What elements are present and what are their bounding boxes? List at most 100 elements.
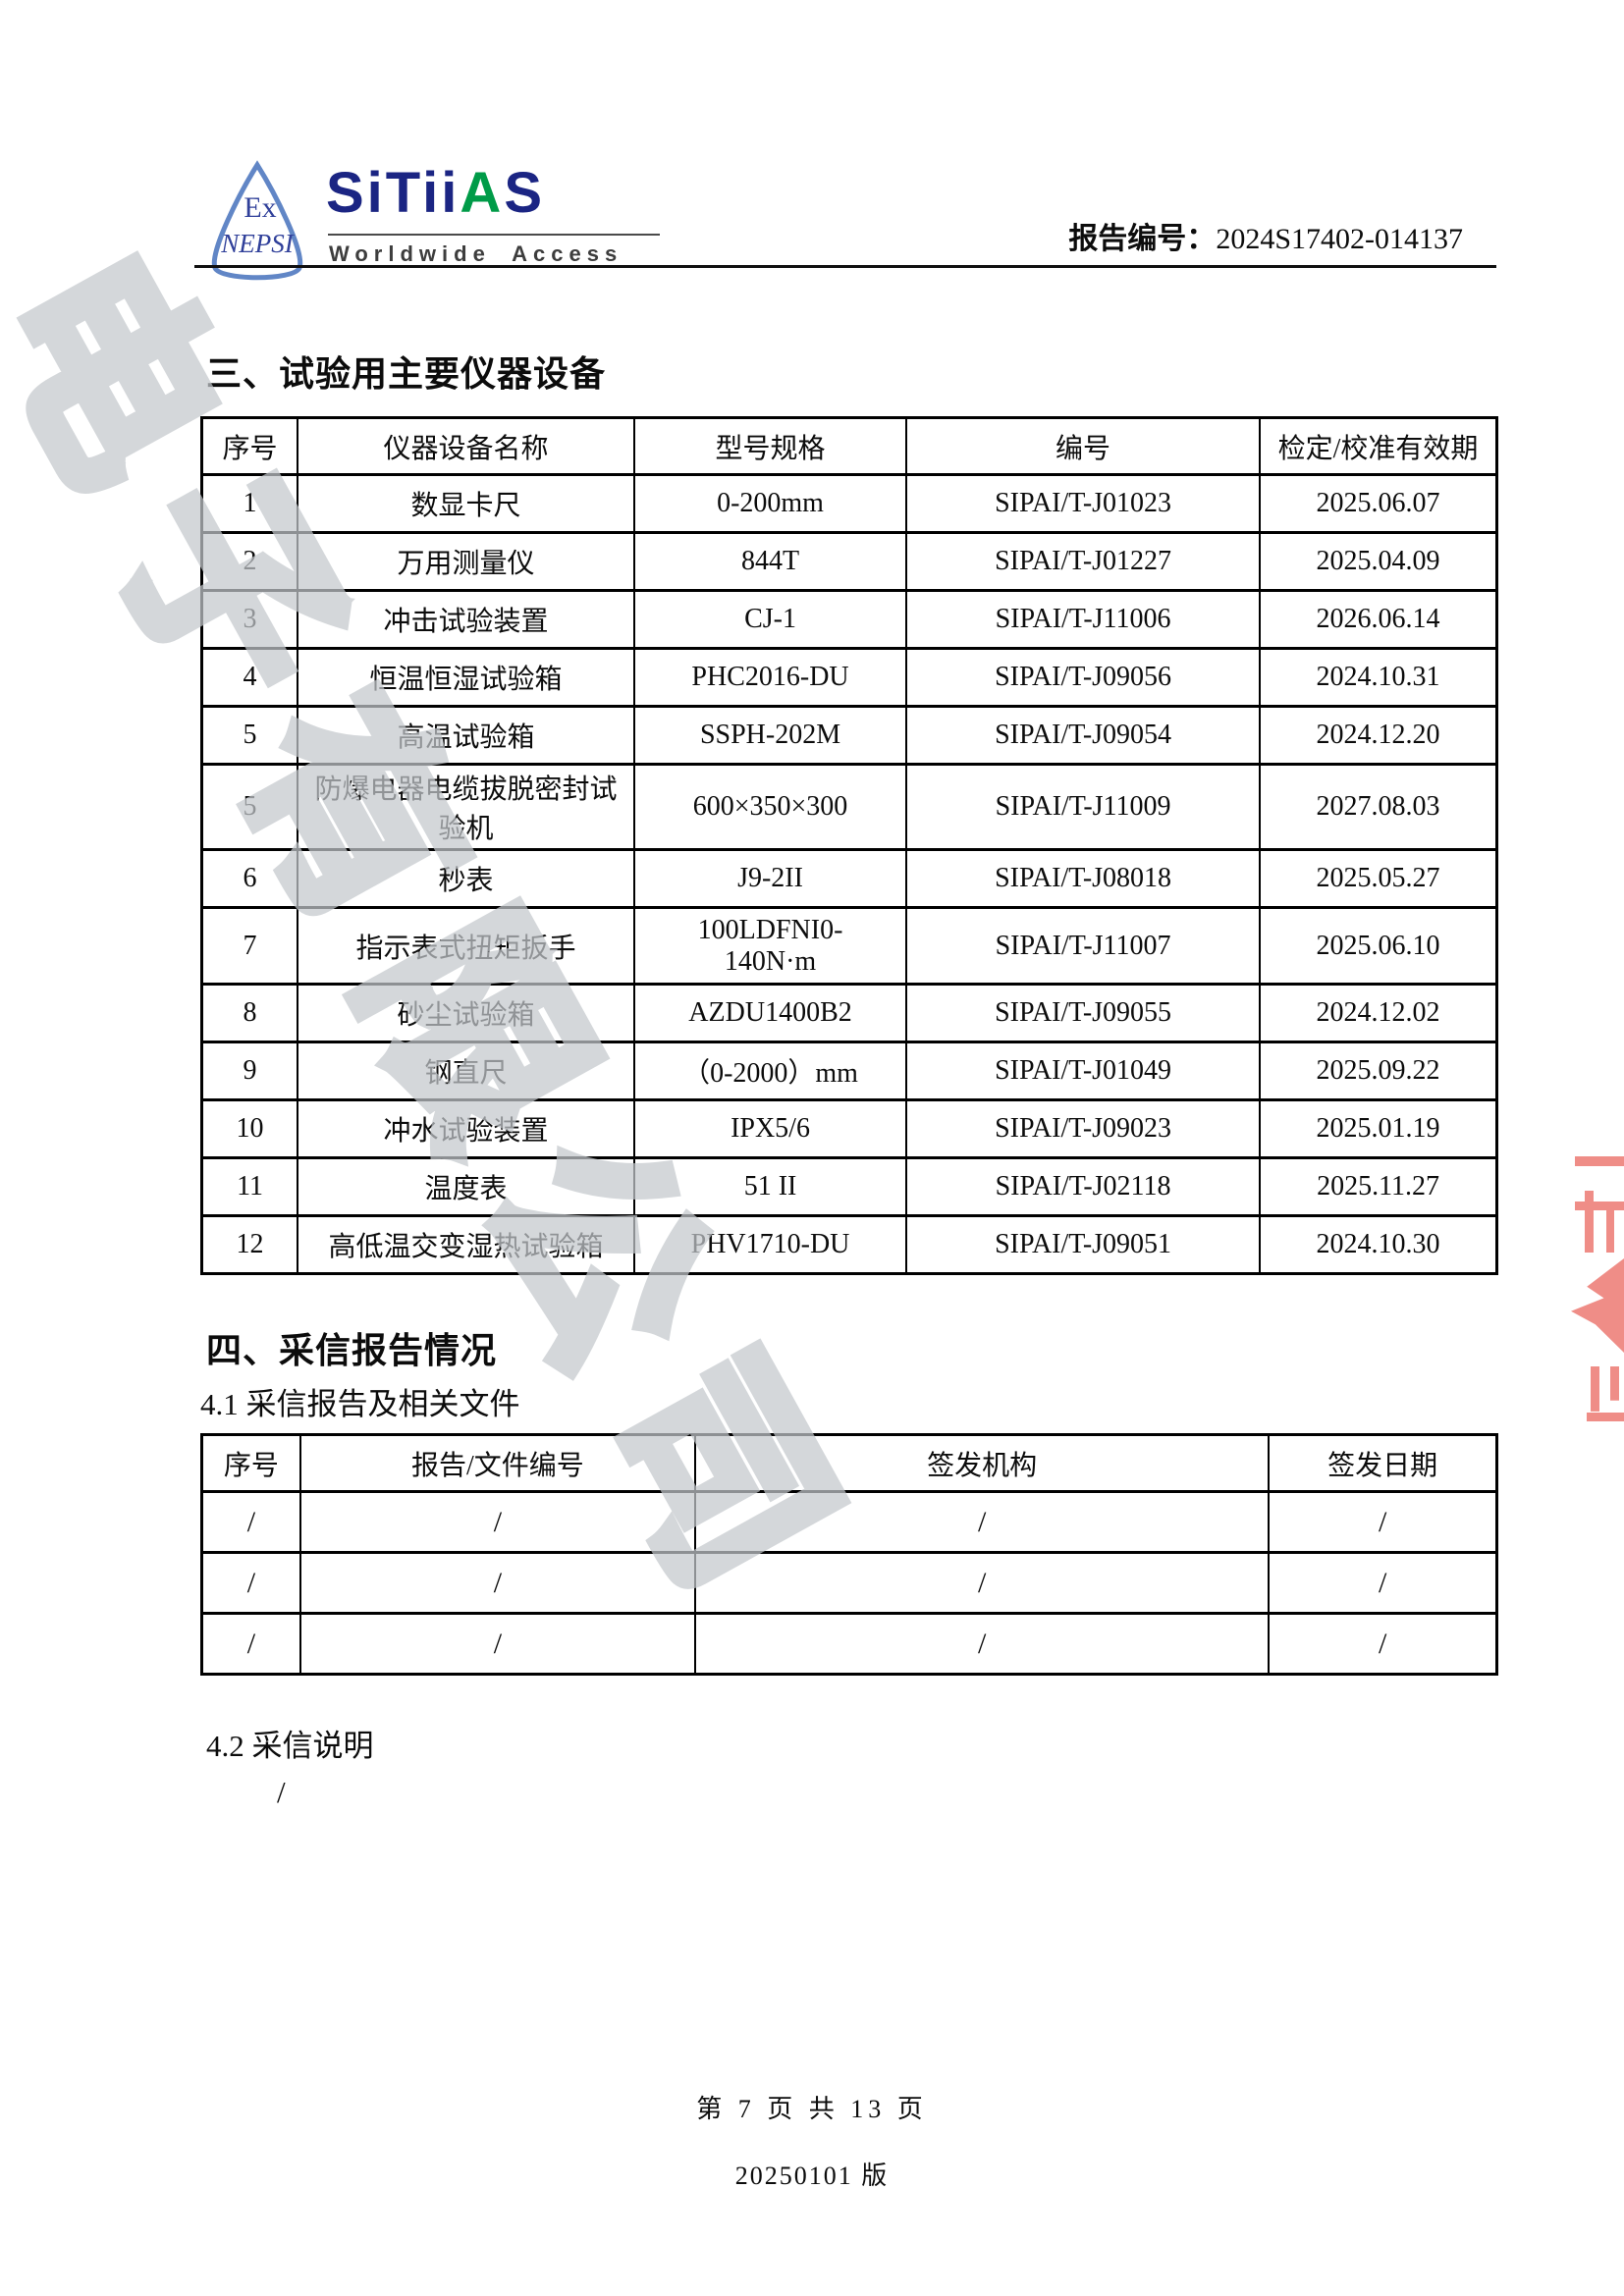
adopted-reports-table: 序号 报告/文件编号 签发机构 签发日期 / / / / / / / / / /… (200, 1433, 1498, 1676)
table-cell: 2025.05.27 (1259, 848, 1498, 909)
table-cell: 844T (633, 531, 908, 592)
section4-sub2-value: / (277, 1775, 286, 1809)
table-cell: SIPAI/T-J01049 (905, 1041, 1262, 1101)
table-cell: / (694, 1551, 1271, 1615)
col-header: 检定/校准有效期 (1259, 416, 1498, 476)
table-cell: SSPH-202M (633, 705, 908, 766)
table-cell: 2025.06.10 (1259, 906, 1498, 986)
table-cell: 4 (200, 647, 299, 708)
table-cell: SIPAI/T-J11007 (905, 906, 1262, 986)
table-cell: SIPAI/T-J01227 (905, 531, 1262, 592)
logo-tagline: Worldwide Access (329, 241, 623, 266)
table-cell: 11 (200, 1156, 299, 1217)
table-cell: 2024.10.30 (1259, 1214, 1498, 1275)
table-cell: / (298, 1551, 697, 1615)
table-row: / / / / (200, 1551, 1498, 1615)
table-row: / / / / (200, 1490, 1498, 1554)
col-header: 签发机构 (694, 1433, 1271, 1493)
table-cell: 秒表 (297, 848, 636, 909)
wordmark-prefix: SiTii (326, 161, 460, 225)
table-row: 6 秒表 J9-2II SIPAI/T-J08018 2025.05.27 (200, 848, 1498, 909)
table-cell: / (298, 1612, 697, 1676)
table-cell: SIPAI/T-J09054 (905, 705, 1262, 766)
table-cell: 2025.06.07 (1259, 473, 1498, 534)
report-number-value: 2024S17402-014137 (1216, 223, 1463, 255)
table-cell: 51 II (633, 1156, 908, 1217)
table-cell: SIPAI/T-J11009 (905, 763, 1262, 851)
ex-text: Ex (244, 191, 276, 224)
table-row: 5 防爆电器电缆拔脱密封试验机 600×350×300 SIPAI/T-J110… (200, 763, 1498, 851)
col-header: 序号 (200, 416, 299, 476)
table-cell: SIPAI/T-J11006 (905, 589, 1262, 650)
table-cell: / (200, 1490, 301, 1554)
document-version: 20250101 版 (734, 2162, 890, 2190)
table-cell: / (200, 1551, 301, 1615)
table-cell: 9 (200, 1041, 299, 1101)
table-cell: 钢直尺 (297, 1041, 636, 1101)
table-cell: 2024.12.20 (1259, 705, 1498, 766)
table-cell: / (694, 1490, 1271, 1554)
table-cell: 2025.09.22 (1259, 1041, 1498, 1101)
page-content: 三、试验用主要仪器设备 序号 仪器设备名称 型号规格 编号 检定/校准有效期 1… (200, 267, 1498, 1810)
table-row: 7 指示表式扭矩扳手 100LDFNI0- 140N·m SIPAI/T-J11… (200, 906, 1498, 986)
table-cell: SIPAI/T-J09055 (905, 983, 1262, 1043)
report-number-label: 报告编号： (1068, 223, 1217, 255)
table-row: 12 高低温交变湿热试验箱 PHV1710-DU SIPAI/T-J09051 … (200, 1214, 1498, 1275)
table-row: 8 砂尘试验箱 AZDU1400B2 SIPAI/T-J09055 2024.1… (200, 983, 1498, 1043)
table-cell: / (1268, 1490, 1498, 1554)
table-cell: 1 (200, 473, 299, 534)
nepsi-text: NEPSI (220, 229, 295, 258)
wordmark-divider (328, 234, 660, 236)
section4-sub2-title: 4.2 采信说明 (206, 1729, 374, 1763)
table-cell: SIPAI/T-J08018 (905, 848, 1262, 909)
table-cell: PHC2016-DU (633, 647, 908, 708)
table-cell: 2024.12.02 (1259, 983, 1498, 1043)
wordmark-suffix: S (504, 161, 545, 225)
section4-sub1-title: 4.1 采信报告及相关文件 (200, 1387, 520, 1421)
table-cell: AZDU1400B2 (633, 983, 908, 1043)
table-cell: 高温试验箱 (297, 705, 636, 766)
table-cell: / (694, 1612, 1271, 1676)
col-header: 编号 (905, 416, 1262, 476)
table-cell: 100LDFNI0- 140N·m (633, 906, 908, 986)
table-cell: 恒温恒湿试验箱 (297, 647, 636, 708)
col-header: 序号 (200, 1433, 301, 1493)
table-cell: 7 (200, 906, 299, 986)
page-number: 第 7 页 共 13 页 (696, 2095, 928, 2123)
table-cell: SIPAI/T-J01023 (905, 473, 1262, 534)
red-stamp-fragment-icon (1587, 1366, 1624, 1421)
table-cell: 砂尘试验箱 (297, 983, 636, 1043)
red-stamp-fragment-icon (1575, 1156, 1624, 1253)
ex-triangle-icon: Ex NEPSI (211, 160, 303, 281)
table-cell: 0-200mm (633, 473, 908, 534)
table-row: 9 钢直尺 （0-2000）mm SIPAI/T-J01049 2025.09.… (200, 1041, 1498, 1101)
table-cell: 12 (200, 1214, 299, 1275)
table-cell: 高低温交变湿热试验箱 (297, 1214, 636, 1275)
instruments-table: 序号 仪器设备名称 型号规格 编号 检定/校准有效期 1 数显卡尺 0-200m… (200, 416, 1498, 1275)
table-row: 3 冲击试验装置 CJ-1 SIPAI/T-J11006 2026.06.14 (200, 589, 1498, 650)
table-cell: 温度表 (297, 1156, 636, 1217)
table-row: 2 万用测量仪 844T SIPAI/T-J01227 2025.04.09 (200, 531, 1498, 592)
table-cell: CJ-1 (633, 589, 908, 650)
table-cell: 3 (200, 589, 299, 650)
nepsi-ex-logo: Ex NEPSI (199, 160, 315, 284)
table-cell: PHV1710-DU (633, 1214, 908, 1275)
col-header: 签发日期 (1268, 1433, 1498, 1493)
table-cell: 冲击试验装置 (297, 589, 636, 650)
table-cell: 数显卡尺 (297, 473, 636, 534)
table-cell: 2024.10.31 (1259, 647, 1498, 708)
table-cell: 10 (200, 1098, 299, 1159)
table-cell: （0-2000）mm (633, 1041, 908, 1101)
sitiias-wordmark: SiTiiAS (326, 165, 545, 222)
table-cell: 600×350×300 (633, 763, 908, 851)
table-cell: / (298, 1490, 697, 1554)
table-cell: 冲水试验装置 (297, 1098, 636, 1159)
table-cell: 2027.08.03 (1259, 763, 1498, 851)
table-cell: 2026.06.14 (1259, 589, 1498, 650)
section4-title: 四、采信报告情况 (206, 1331, 498, 1370)
table-cell: 万用测量仪 (297, 531, 636, 592)
table-row: 4 恒温恒湿试验箱 PHC2016-DU SIPAI/T-J09056 2024… (200, 647, 1498, 708)
table-cell: J9-2II (633, 848, 908, 909)
table-row: 5 高温试验箱 SSPH-202M SIPAI/T-J09054 2024.12… (200, 705, 1498, 766)
table-cell: 8 (200, 983, 299, 1043)
